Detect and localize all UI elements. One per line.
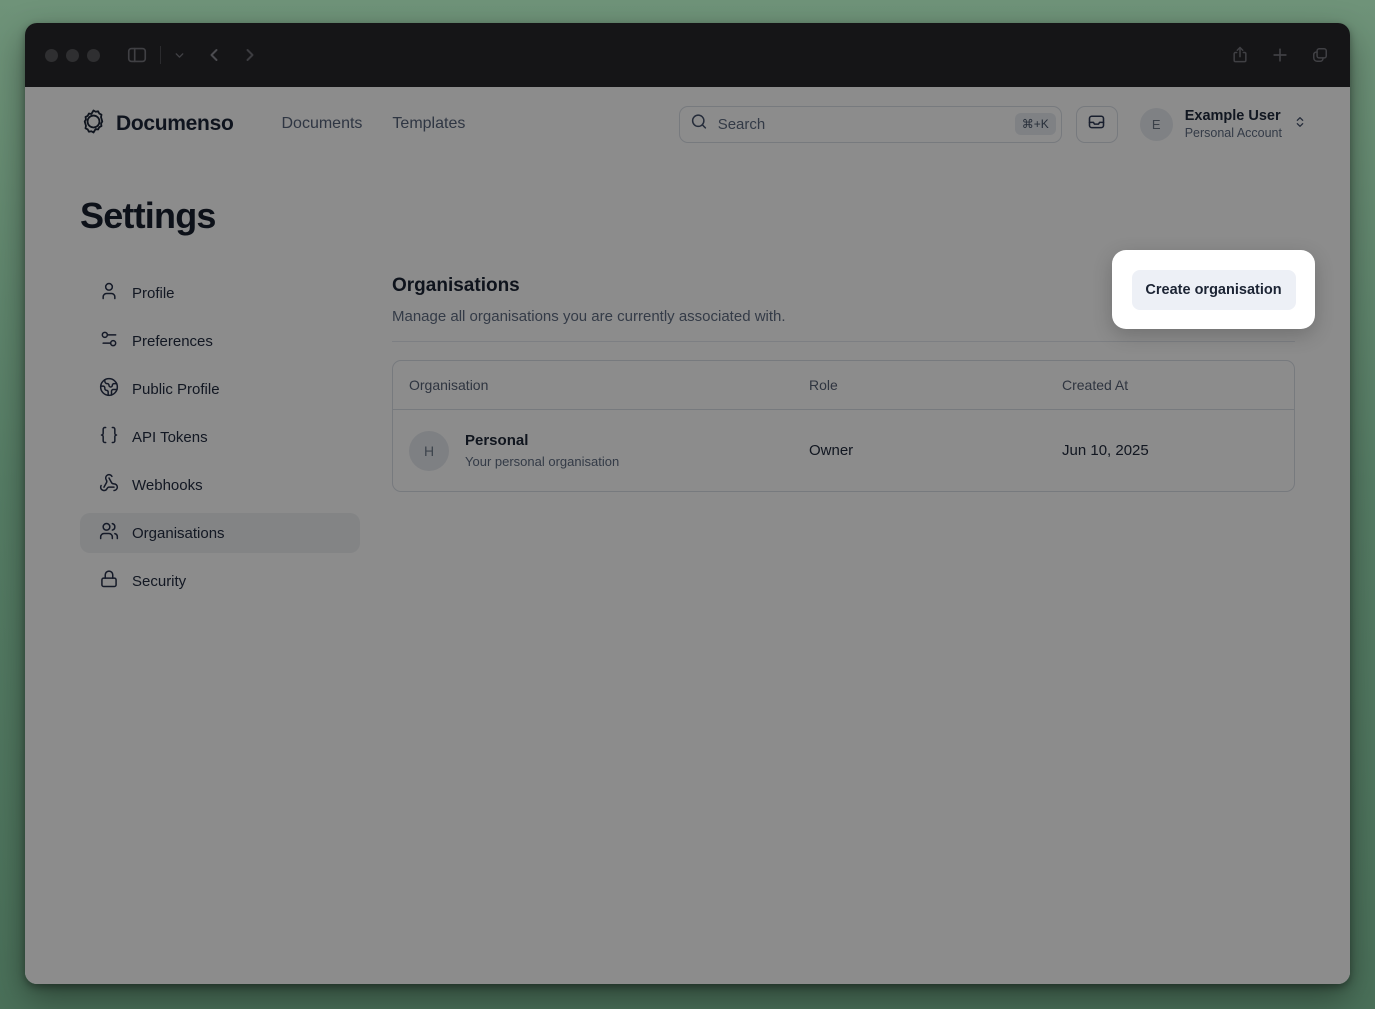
- new-tab-icon[interactable]: [1270, 45, 1290, 65]
- chevrons-up-down-icon: [1292, 114, 1308, 135]
- sidebar-toggle-icon[interactable]: [126, 44, 148, 66]
- brand[interactable]: Documenso: [80, 108, 234, 140]
- column-header-created-at: Created At: [1062, 377, 1129, 393]
- user-name: Example User: [1184, 107, 1281, 124]
- sidebar-item-label: Preferences: [132, 332, 213, 350]
- user-avatar: E: [1139, 107, 1173, 141]
- organisation-role: Owner: [809, 442, 854, 459]
- organisations-panel: Organisations Manage all organisations y…: [392, 273, 1295, 609]
- organisation-subtitle: Your personal organisation: [465, 453, 620, 469]
- organisations-table: Organisation Role Created At H Personal …: [392, 360, 1295, 492]
- column-header-organisation: Organisation: [409, 377, 489, 393]
- sidebar-item-label: API Tokens: [132, 428, 208, 446]
- sidebar-item-profile[interactable]: Profile: [80, 273, 360, 313]
- section-divider: [392, 341, 1295, 342]
- top-nav: Documents Templates: [282, 115, 466, 133]
- page-title: Settings: [80, 195, 216, 236]
- globe-icon: [99, 377, 119, 401]
- sidebar-item-label: Security: [132, 572, 187, 590]
- browser-toolbar: [25, 23, 1350, 87]
- zoom-button[interactable]: [87, 48, 100, 62]
- share-icon[interactable]: [1230, 45, 1250, 65]
- inbox-button[interactable]: [1075, 105, 1118, 143]
- sidebar-item-label: Organisations: [132, 524, 225, 542]
- documenso-app: Documenso Documents Templates ⌘+K: [25, 87, 1350, 984]
- search-bar: ⌘+K: [678, 105, 1062, 143]
- sidebar-item-api-tokens[interactable]: API Tokens: [80, 417, 360, 457]
- nav-templates[interactable]: Templates: [392, 115, 466, 132]
- table-header: Organisation Role Created At: [393, 361, 1294, 410]
- braces-icon: [99, 425, 119, 449]
- webhook-icon: [99, 473, 119, 497]
- tab-overview-icon[interactable]: [1310, 45, 1330, 65]
- inbox-icon: [1086, 111, 1107, 137]
- browser-window: Documenso Documents Templates ⌘+K: [25, 23, 1350, 984]
- sidebar-item-label: Public Profile: [132, 380, 220, 398]
- search-icon: [690, 113, 708, 136]
- sidebar-item-public-profile[interactable]: Public Profile: [80, 369, 360, 409]
- traffic-lights: [45, 48, 100, 62]
- forward-icon[interactable]: [240, 45, 260, 65]
- user-account-type: Personal Account: [1184, 125, 1282, 140]
- section-title: Organisations: [392, 275, 520, 296]
- settings-sidebar: Profile Preferences Public Profile API T…: [80, 273, 360, 609]
- search-shortcut-badge: ⌘+K: [1014, 113, 1056, 135]
- brand-name: Documenso: [116, 112, 234, 135]
- user-menu[interactable]: E Example User Personal Account: [1139, 107, 1308, 142]
- organisation-name: Personal: [465, 431, 529, 449]
- chevron-down-icon[interactable]: [173, 49, 186, 62]
- app-header: Documenso Documents Templates ⌘+K: [25, 87, 1350, 155]
- users-icon: [99, 521, 119, 545]
- back-icon[interactable]: [204, 45, 224, 65]
- lock-icon: [99, 569, 119, 593]
- organisation-created-at: Jun 10, 2025: [1062, 442, 1149, 459]
- sidebar-item-organisations[interactable]: Organisations: [80, 513, 360, 553]
- sidebar-item-preferences[interactable]: Preferences: [80, 321, 360, 361]
- sidebar-item-webhooks[interactable]: Webhooks: [80, 465, 360, 505]
- nav-documents[interactable]: Documents: [281, 115, 363, 132]
- close-button[interactable]: [45, 48, 58, 62]
- section-description: Manage all organisations you are current…: [392, 308, 786, 325]
- search-input[interactable]: [678, 105, 1062, 143]
- documenso-seal-icon: [80, 108, 107, 140]
- sidebar-item-label: Webhooks: [132, 476, 203, 494]
- minimize-button[interactable]: [66, 48, 79, 62]
- sliders-icon: [99, 329, 119, 353]
- column-header-role: Role: [809, 377, 838, 393]
- spotlight-highlight: Create organisation: [1112, 250, 1315, 329]
- user-icon: [99, 281, 119, 305]
- table-row[interactable]: H Personal Your personal organisation Ow…: [393, 410, 1294, 491]
- organisation-avatar: H: [409, 430, 449, 471]
- sidebar-item-label: Profile: [132, 284, 175, 302]
- create-organisation-button[interactable]: Create organisation: [1131, 269, 1296, 310]
- toolbar-divider: [160, 46, 161, 64]
- sidebar-item-security[interactable]: Security: [80, 561, 360, 601]
